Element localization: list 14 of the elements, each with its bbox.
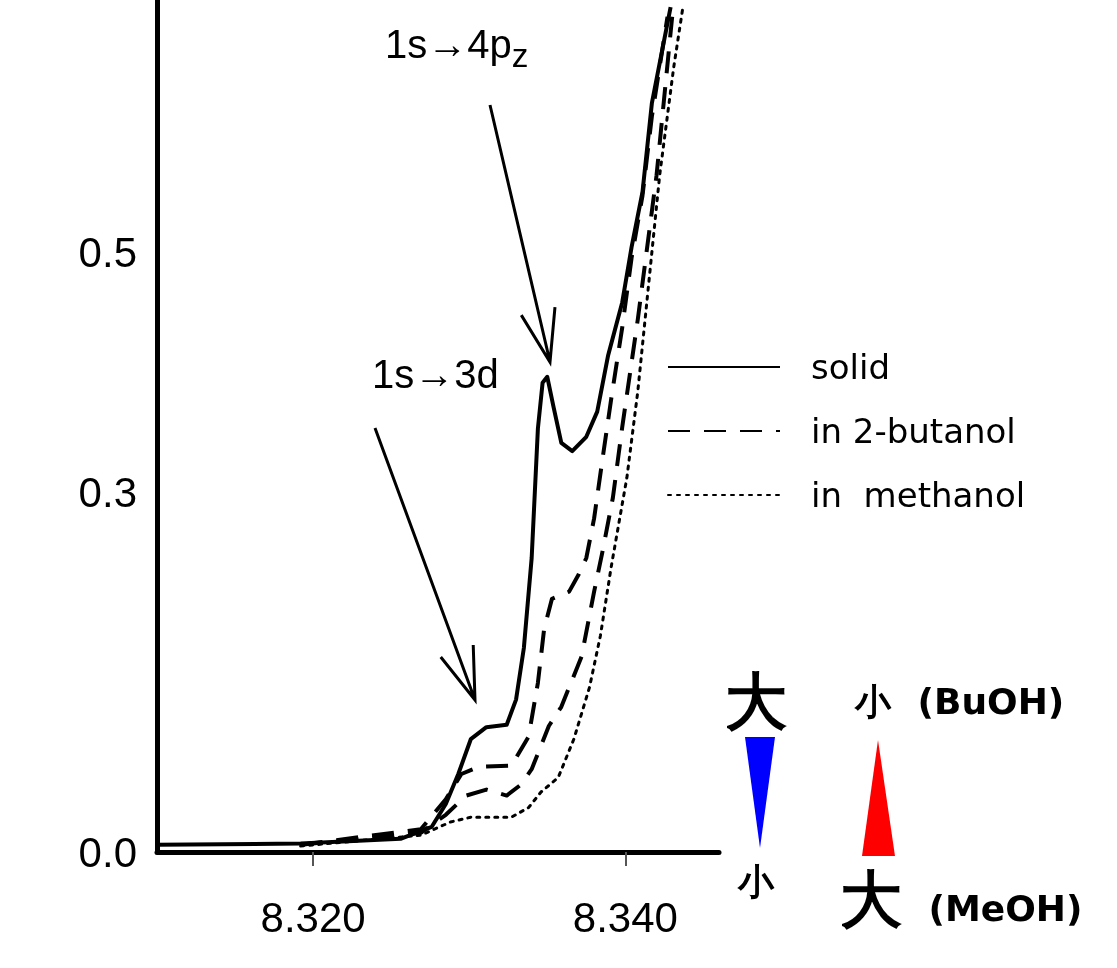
y-tick-label: 0.0	[78, 828, 137, 876]
annotation: 1s→3d	[372, 352, 499, 397]
annotation: 1s→4p$_{z}$	[385, 22, 529, 75]
x-tick-label: 8.320	[260, 893, 366, 941]
y-tick-label: 0.3	[78, 468, 137, 516]
text: 小 (BuOH)	[855, 681, 1065, 722]
text: 大	[725, 665, 787, 738]
text: 大 (MeOH)	[840, 863, 1083, 936]
legend-label: solid	[811, 347, 890, 387]
legend-label: in methanol	[811, 475, 1026, 515]
text: 小	[738, 861, 774, 902]
legend-label: in 2-butanol	[811, 411, 1016, 451]
y-tick-label: 0.5	[78, 228, 137, 276]
x-tick-label: 8.340	[572, 893, 678, 941]
